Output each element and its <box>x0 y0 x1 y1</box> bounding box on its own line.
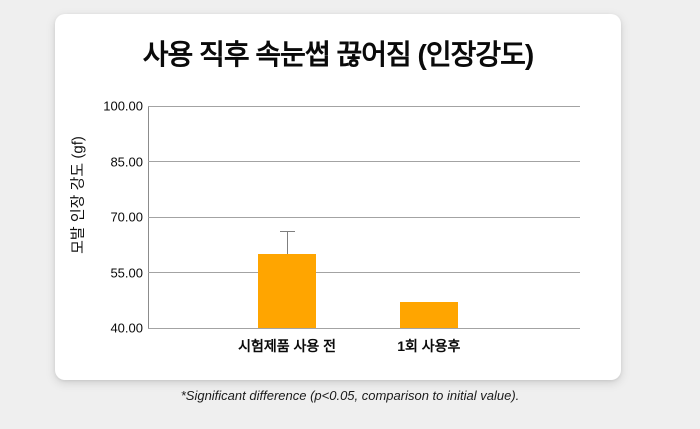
bar-1 <box>258 253 317 328</box>
bar-2 <box>399 302 458 328</box>
y-tick-label: 100.00 <box>103 98 143 114</box>
chart-title: 사용 직후 속눈썹 끊어짐 (인장강도) <box>142 39 534 70</box>
gridline <box>148 272 580 273</box>
error-bar-cap <box>279 231 295 233</box>
y-tick-label: 55.00 <box>110 265 143 280</box>
y-axis-ticks: 100.00 85.00 70.00 55.00 40.00 <box>55 99 143 336</box>
significance-footnote: *Significant difference (p<0.05, compari… <box>180 388 520 403</box>
chart-card: 사용 직후 속눈썹 끊어짐 (인장강도) 모발 인장 강도 (gf) 100.0… <box>55 14 621 380</box>
gridline <box>148 327 580 329</box>
plot-area: 시험제품 사용 전 1회 사용후 <box>148 105 580 354</box>
y-tick-label: 40.00 <box>110 320 143 336</box>
gridline <box>148 216 580 218</box>
y-tick-label: 70.00 <box>110 209 143 225</box>
x-tick-label: 시험제품 사용 전 <box>238 338 337 354</box>
gridline <box>148 161 580 162</box>
gridline <box>148 105 580 107</box>
error-bar-stem <box>286 231 288 254</box>
x-tick-label: 1회 사용후 <box>397 338 461 354</box>
y-tick-label: 85.00 <box>110 154 143 169</box>
